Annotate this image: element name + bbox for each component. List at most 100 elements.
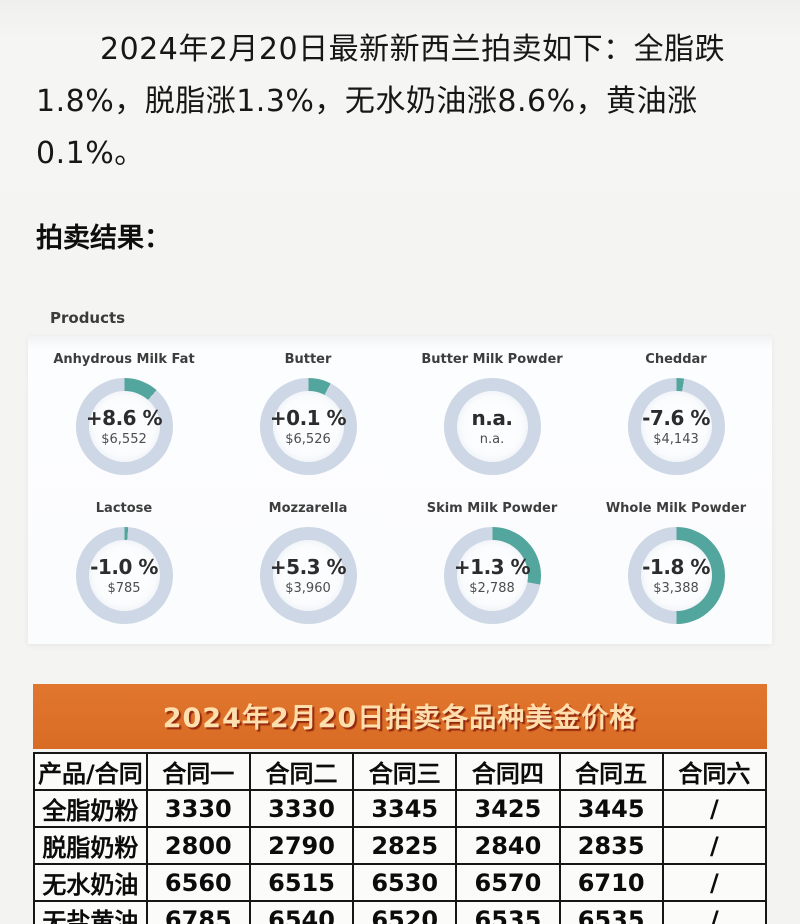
donut-center: -1.0 % $785: [88, 540, 160, 611]
product-card-mozzarella: Mozzarella +5.3 % $3,960: [216, 501, 400, 624]
price-cell: 3425: [455, 789, 561, 828]
donut-center: n.a. n.a.: [456, 391, 528, 462]
change-percent-value: -1.0 %: [90, 555, 158, 579]
product-gauge-grid: Anhydrous Milk Fat +8.6 % $6,552 Butter +0.1…: [32, 352, 768, 624]
intro-line-2: 1.8%，脱脂涨1.3%，无水奶油涨8.6%，黄油涨: [36, 84, 698, 119]
price-cell: 2800: [145, 826, 251, 865]
product-name: Skim Milk Powder: [426, 501, 558, 516]
price-cell: 6710: [558, 863, 664, 902]
change-percent-value: -1.8 %: [642, 555, 710, 579]
donut-gauge-lactose: -1.0 % $785: [75, 527, 173, 624]
column-header-6: 合同五: [558, 752, 664, 791]
change-percent-value: n.a.: [471, 406, 513, 430]
price-cell: 6520: [352, 900, 458, 924]
price-cell: 3445: [558, 789, 664, 828]
column-header-3: 合同二: [248, 752, 355, 791]
price-value: $785: [107, 581, 141, 596]
product-card-skim-milk-powder: Skim Milk Powder +1.3 % $2,788: [400, 501, 584, 624]
donut-center: +5.3 % $3,960: [269, 540, 347, 611]
price-cell: 6535: [455, 900, 561, 924]
price-cell: 3330: [145, 789, 251, 828]
price-value: n.a.: [479, 432, 505, 447]
row-label: 全脂奶粉: [33, 789, 148, 828]
product-card-lactose: Lactose -1.0 % $785: [32, 501, 216, 624]
chart-panel: Anhydrous Milk Fat +8.6 % $6,552 Butter +0.1…: [28, 336, 772, 644]
donut-center: -7.6 % $4,143: [640, 391, 712, 462]
auction-results-heading: 拍卖结果：: [36, 223, 171, 254]
price-cell: 2840: [455, 826, 561, 865]
change-percent-value: +0.1 %: [269, 406, 347, 430]
price-cell: 6785: [145, 900, 251, 924]
price-cell: 6530: [352, 863, 458, 902]
column-header-4: 合同三: [352, 752, 458, 791]
price-value: $6,526: [285, 432, 331, 447]
price-cell: /: [661, 863, 768, 902]
row-label: 无盐黄油: [33, 900, 148, 924]
price-table-title: 2024年2月20日拍卖各品种美金价格: [33, 684, 767, 749]
price-cell: 6515: [248, 863, 355, 902]
price-cell: 2790: [248, 826, 355, 865]
price-cell: 2835: [558, 826, 664, 865]
price-cell: /: [661, 900, 768, 924]
price-cell: /: [661, 826, 768, 865]
donut-gauge-whole-milk-powder: -1.8 % $3,388: [627, 527, 725, 624]
price-value: $3,388: [653, 581, 699, 596]
product-name: Lactose: [95, 501, 153, 516]
products-chart-block: Products Anhydrous Milk Fat +8.6 % $6,552 B…: [0, 309, 800, 644]
table-row-2: 脱脂奶粉 2800 2790 2825 2840 2835/: [33, 826, 768, 865]
product-card-butter-milk-powder: Butter Milk Powder n.a. n.a.: [400, 352, 584, 475]
price-cell: 6540: [248, 900, 355, 924]
price-value: $6,552: [101, 432, 147, 447]
change-percent-value: +1.3 %: [453, 555, 531, 579]
product-card-anhydrous-milk-fat: Anhydrous Milk Fat +8.6 % $6,552: [32, 352, 216, 475]
price-table-header-row: 产品/合同 合同一 合同二 合同三 合同四 合同五 合同六: [33, 752, 768, 791]
column-header-2: 合同一: [145, 752, 251, 791]
donut-gauge-cheddar: -7.6 % $4,143: [627, 378, 725, 475]
donut-center: -1.8 % $3,388: [640, 540, 712, 611]
change-percent-value: +5.3 %: [269, 555, 347, 579]
change-percent-value: +8.6 %: [85, 406, 163, 430]
donut-gauge-butter: +0.1 % $6,526: [259, 378, 357, 475]
price-value: $3,960: [285, 581, 331, 596]
intro-paragraph: 2024年2月20日最新新西兰拍卖如下：全脂跌 1.8%，脱脂涨1.3%，无水奶…: [0, 0, 800, 180]
donut-gauge-butter-milk-powder: n.a. n.a.: [443, 378, 541, 475]
table-row-3: 无水奶油 6560 6515 6530 6570 6710/: [33, 863, 768, 902]
row-label: 脱脂奶粉: [33, 826, 148, 865]
column-header-1: 产品/合同: [33, 752, 148, 791]
product-name: Anhydrous Milk Fat: [53, 352, 195, 367]
change-percent-value: -7.6 %: [642, 406, 710, 430]
donut-center: +8.6 % $6,552: [85, 391, 163, 462]
donut-center: +1.3 % $2,788: [453, 540, 531, 611]
product-card-butter: Butter +0.1 % $6,526: [216, 352, 400, 475]
price-cell: 6570: [455, 863, 561, 902]
row-label: 无水奶油: [33, 863, 148, 902]
price-cell: 6535: [558, 900, 664, 924]
table-row-1: 全脂奶粉 3330 3330 3345 3425 3445/: [33, 789, 768, 828]
price-cell: 3330: [248, 789, 355, 828]
product-name: Butter Milk Powder: [421, 352, 563, 367]
column-header-7: 合同六: [661, 752, 768, 791]
price-cell: 6560: [145, 863, 251, 902]
product-card-whole-milk-powder: Whole Milk Powder -1.8 % $3,388: [584, 501, 768, 624]
price-value: $4,143: [653, 432, 699, 447]
donut-center: +0.1 % $6,526: [269, 391, 347, 462]
price-table: 产品/合同 合同一 合同二 合同三 合同四 合同五 合同六 全脂奶粉 3330 3330 3345…: [33, 752, 768, 924]
intro-line-1: 2024年2月20日最新新西兰拍卖如下：全脂跌: [100, 32, 726, 67]
products-label: Products: [50, 309, 126, 327]
intro-line-3: 0.1%。: [36, 136, 145, 171]
price-cell: /: [661, 789, 768, 828]
donut-gauge-skim-milk-powder: +1.3 % $2,788: [443, 527, 541, 624]
price-table-block: 2024年2月20日拍卖各品种美金价格 产品/合同 合同一 合同二 合同三 合同四 合同五…: [33, 684, 768, 924]
product-name: Cheddar: [645, 352, 707, 367]
column-header-5: 合同四: [455, 752, 561, 791]
donut-gauge-anhydrous-milk-fat: +8.6 % $6,552: [75, 378, 173, 475]
price-cell: 2825: [352, 826, 458, 865]
donut-gauge-mozzarella: +5.3 % $3,960: [259, 527, 357, 624]
product-name: Mozzarella: [268, 501, 348, 516]
price-value: $2,788: [469, 581, 515, 596]
product-name: Butter: [284, 352, 332, 367]
product-name: Whole Milk Powder: [605, 501, 747, 516]
table-row-4: 无盐黄油 6785 6540 6520 6535 6535/: [33, 900, 768, 924]
product-card-cheddar: Cheddar -7.6 % $4,143: [584, 352, 768, 475]
